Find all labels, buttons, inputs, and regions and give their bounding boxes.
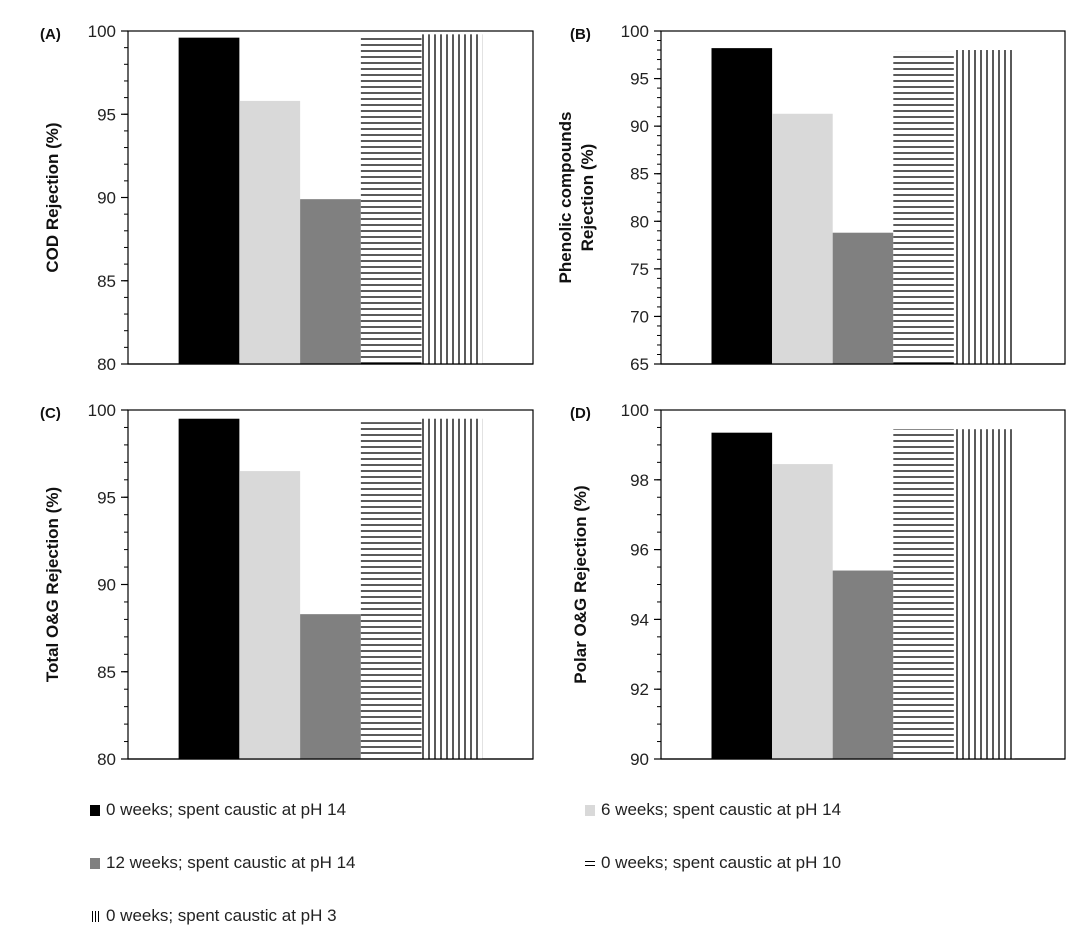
y-tick-label: 94 xyxy=(630,610,649,629)
legend-swatch-horizontal-lines xyxy=(585,857,595,869)
y-tick-label: 85 xyxy=(630,165,649,184)
bar-0wk-ph14 xyxy=(178,37,240,364)
chart-panel-b: 65 70 75 80 85 90 95 100 (B) Phenolic compounds Re… xyxy=(556,22,1066,374)
y-tick-label: 80 xyxy=(630,212,649,231)
y-axis-title-line: Total O&G Rejection (%) xyxy=(43,487,62,682)
bar-0wk-ph10 xyxy=(893,51,954,364)
chart-panel-a: 80 85 90 95 100 (A) COD Rejection (%) xyxy=(40,22,534,374)
y-axis-title-line: Phenolic compounds xyxy=(556,112,575,284)
y-tick-label: 90 xyxy=(97,189,116,208)
bar-12wk-ph14 xyxy=(832,232,894,364)
bar-0wk-ph3 xyxy=(421,418,483,759)
y-tick-label: 75 xyxy=(630,260,649,279)
y-axis-title-line: Rejection (%) xyxy=(578,144,597,252)
y-tick-label: 95 xyxy=(97,488,116,507)
legend-label: 6 weeks; spent caustic at pH 14 xyxy=(601,800,842,819)
y-tick-label: 90 xyxy=(630,750,649,769)
y-tick-label: 90 xyxy=(630,117,649,136)
legend-swatch-light-gray xyxy=(585,804,595,816)
bar-0wk-ph10 xyxy=(893,429,954,759)
panel-label: (B) xyxy=(570,26,591,43)
y-axis-title: COD Rejection (%) xyxy=(43,122,62,272)
bar-6wk-ph14 xyxy=(772,464,833,759)
y-tick-label: 100 xyxy=(621,401,649,420)
panel-label: (C) xyxy=(40,405,61,422)
y-axis-title-line: Polar O&G Rejection (%) xyxy=(571,485,590,683)
bar-0wk-ph14 xyxy=(711,48,773,365)
y-tick-label: 80 xyxy=(97,355,116,374)
bar-6wk-ph14 xyxy=(239,471,301,759)
legend-label: 12 weeks; spent caustic at pH 14 xyxy=(106,853,356,872)
bar-6wk-ph14 xyxy=(239,100,301,365)
y-axis-title: Phenolic compounds Rejection (%) xyxy=(556,112,597,284)
legend-label: 0 weeks; spent caustic at pH 14 xyxy=(106,800,347,819)
chart-panel-c: 80 85 90 95 100 (C) Total O&G Rejection (%) xyxy=(40,401,534,769)
y-tick-label: 96 xyxy=(630,541,649,560)
legend-item: 0 weeks; spent caustic at pH 10 xyxy=(585,853,841,873)
y-tick-label: 85 xyxy=(97,663,116,682)
bar-0wk-ph3 xyxy=(953,50,1015,365)
bar-12wk-ph14 xyxy=(300,199,361,364)
legend-item: 6 weeks; spent caustic at pH 14 xyxy=(585,800,841,820)
bar-0wk-ph3 xyxy=(421,34,483,364)
legend-item: 12 weeks; spent caustic at pH 14 xyxy=(90,853,355,873)
legend-label: 0 weeks; spent caustic at pH 3 xyxy=(106,906,337,925)
y-axis-title-line: COD Rejection (%) xyxy=(43,122,62,272)
panel-label: (D) xyxy=(570,405,591,422)
bar-12wk-ph14 xyxy=(832,570,894,759)
y-tick-label: 100 xyxy=(88,401,116,420)
y-tick-label: 85 xyxy=(97,272,116,291)
y-tick-label: 80 xyxy=(97,750,116,769)
y-axis-title: Polar O&G Rejection (%) xyxy=(571,485,590,683)
y-tick-label: 70 xyxy=(630,307,649,326)
y-tick-label: 90 xyxy=(97,576,116,595)
bar-6wk-ph14 xyxy=(772,113,833,364)
chart-panel-d: 90 92 94 96 98 100 (D) Polar O&G Rejection (%) xyxy=(570,401,1066,769)
bar-12wk-ph14 xyxy=(300,614,361,759)
y-tick-label: 100 xyxy=(88,22,116,41)
y-tick-label: 65 xyxy=(630,355,649,374)
legend-item: 0 weeks; spent caustic at pH 14 xyxy=(90,800,346,820)
legend-swatch-dark-gray xyxy=(90,857,100,869)
legend-swatch-vertical-lines xyxy=(90,910,100,922)
legend-label: 0 weeks; spent caustic at pH 10 xyxy=(601,853,842,872)
panel-label: (A) xyxy=(40,26,61,43)
legend-swatch-black xyxy=(90,804,100,816)
bar-0wk-ph10 xyxy=(360,37,422,364)
y-tick-label: 95 xyxy=(630,70,649,89)
bar-0wk-ph10 xyxy=(360,422,422,759)
bar-0wk-ph14 xyxy=(711,432,773,759)
y-tick-label: 98 xyxy=(630,471,649,490)
bar-0wk-ph14 xyxy=(178,418,240,759)
y-axis-title: Total O&G Rejection (%) xyxy=(43,487,62,682)
bar-0wk-ph3 xyxy=(953,429,1015,759)
legend-item: 0 weeks; spent caustic at pH 3 xyxy=(90,906,337,926)
y-tick-label: 95 xyxy=(97,105,116,124)
y-tick-label: 100 xyxy=(621,22,649,41)
y-tick-label: 92 xyxy=(630,680,649,699)
